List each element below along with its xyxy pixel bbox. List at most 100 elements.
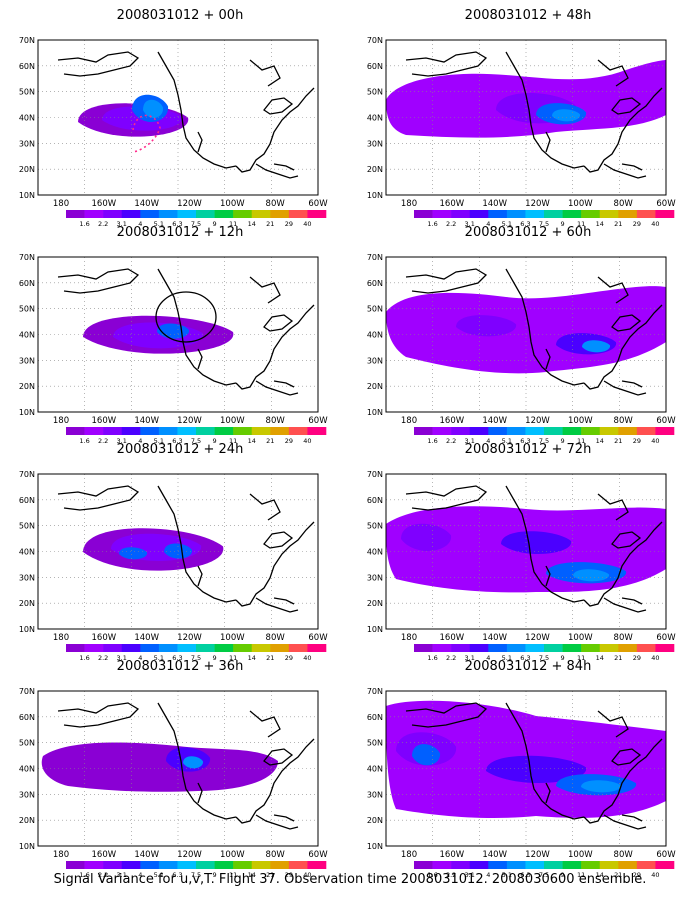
coastline [583,87,663,173]
colorbar-swatch [233,210,253,218]
lat-tick-label: 40N [19,765,35,774]
panel-title: 2008031012 + 36h [116,659,244,674]
lon-tick-label: 180 [53,850,69,860]
colorbar-swatch [214,644,234,652]
lat-tick-label: 40N [19,331,35,340]
colorbar-swatch [140,427,160,435]
colorbar-level-label: 21 [266,437,274,445]
colorbar-swatch [84,644,104,652]
lat-tick-label: 70N [367,687,383,696]
coastline [505,268,585,386]
map-panel: 2008031012 + 84h 70N 60N 50N 40N 30N 20N 10N 180… [358,659,698,879]
colorbar-swatch [196,427,215,435]
colorbar-level-label: 6.3 [172,871,182,879]
lat-tick-label: 70N [367,470,383,479]
lat-tick-label: 20N [19,599,35,608]
colorbar-level-label: 11 [229,871,237,879]
colorbar-swatch [469,644,489,652]
colorbar-level-label: 9 [561,437,565,445]
colorbar-level-label: 2.2 [446,654,456,662]
colorbar-level-label: 3.1 [465,654,475,662]
coastline [255,597,299,613]
coastline [255,814,299,830]
colorbar-swatch [636,427,656,435]
lat-tick-label: 30N [19,139,35,148]
colorbar-swatch [414,644,433,652]
colorbar-swatch [103,644,123,652]
colorbar-swatch [581,210,601,218]
colorbar-swatch [103,210,123,218]
colorbar-swatch [544,427,563,435]
lat-tick-label: 30N [367,573,383,582]
coastline [603,814,647,830]
colorbar-swatch [655,210,675,218]
colorbar-swatch [84,210,104,218]
lon-tick-label: 140W [482,633,507,643]
map-plot: 70N 60N 50N 40N 30N 20N 10N 180 160W 140W 120W 100W… [19,470,328,662]
lat-tick-label: 40N [367,765,383,774]
lon-tick-label: 180 [53,199,69,209]
colorbar-level-label: 2.2 [98,437,108,445]
colorbar-level-label: 14 [596,220,604,228]
coastline [235,304,315,390]
lat-tick-label: 10N [367,191,383,200]
lat-tick-label: 60N [19,496,35,505]
lon-tick-label: 120W [525,850,550,860]
lon-tick-label: 160W [440,199,465,209]
colorbar-level-label: 3.1 [117,220,127,228]
colorbar-swatch [233,644,253,652]
colorbar-level-label: 1.6 [427,871,437,879]
colorbar-swatch [562,210,582,218]
colorbar-swatch [469,210,489,218]
coastline [57,485,140,511]
lon-tick-label: 100W [220,199,245,209]
coastline [263,97,294,115]
colorbar-swatch [599,644,619,652]
coastline [597,493,629,521]
lat-tick-label: 10N [19,191,35,200]
colorbar-swatch [66,861,85,869]
colorbar-level-label: 2.2 [98,654,108,662]
colorbar-swatch [562,644,582,652]
coastline [273,814,295,822]
lon-tick-label: 180 [401,416,417,426]
map-frame [385,690,667,847]
colorbar-swatch [177,210,197,218]
colorbar-level-label: 40 [303,654,311,662]
map-frame [37,256,319,413]
colorbar-level-label: 1.6 [427,220,437,228]
lon-tick-label: 120W [525,633,550,643]
colorbar-swatch [270,861,290,869]
colorbar-level-label: 9 [561,871,565,879]
lat-tick-label: 40N [19,114,35,123]
lon-tick-label: 80W [614,199,634,209]
colorbar-level-label: 40 [303,871,311,879]
colorbar-level-label: 14 [248,437,256,445]
colorbar-swatch [66,644,85,652]
map-frame [37,690,319,847]
colorbar-swatch [432,427,452,435]
colorbar-level-label: 11 [229,654,237,662]
variance-contour [143,99,164,118]
lat-tick-label: 70N [19,470,35,479]
lat-tick-label: 70N [19,36,35,45]
lat-tick-label: 70N [367,253,383,262]
lon-tick-label: 60W [308,850,328,860]
colorbar-swatch [121,861,141,869]
lon-tick-label: 120W [177,199,202,209]
lon-tick-label: 80W [614,633,634,643]
colorbar-swatch [270,644,290,652]
variance-contour [183,756,204,769]
lat-tick-label: 20N [367,599,383,608]
colorbar-swatch [158,210,178,218]
colorbar-level-label: 29 [285,871,293,879]
colorbar-level-label: 7.5 [191,871,201,879]
colorbar-swatch [307,210,327,218]
colorbar-swatch [506,427,526,435]
colorbar-level-label: 4 [138,871,142,879]
colorbar-swatch [506,644,526,652]
colorbar-swatch [636,861,656,869]
map-panel: 2008031012 + 72h 70N 60N 50N 40N 30N 20N 10N 180… [358,442,698,662]
colorbar-level-label: 5.1 [502,654,512,662]
colorbar-level-label: 3.1 [465,220,475,228]
